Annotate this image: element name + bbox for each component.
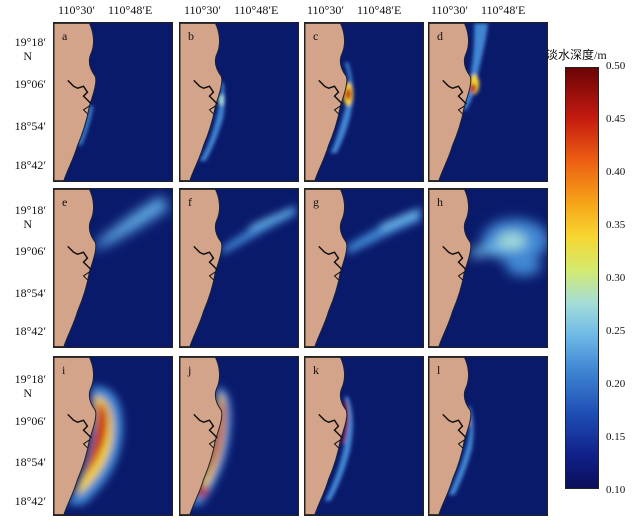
lon-label: 110°48′E	[234, 3, 279, 17]
map-panel-g: g	[304, 188, 424, 348]
colorbar-tick: 0.25	[606, 325, 626, 337]
map-panel-k: k	[304, 356, 424, 516]
map-b-svg	[180, 23, 298, 181]
lon-label: 110°48′E	[481, 3, 526, 17]
lat-label: 19°18′	[14, 35, 46, 49]
lat-label: N	[23, 217, 32, 231]
map-k-svg	[305, 357, 423, 515]
map-i-svg	[54, 357, 172, 515]
lon-label: 110°48′E	[357, 3, 402, 17]
map-panel-j: j	[179, 356, 299, 516]
map-c-svg	[305, 23, 423, 181]
map-panel-c: c	[304, 22, 424, 182]
map-panel-h: h	[428, 188, 548, 348]
map-panel-f: f	[179, 188, 299, 348]
map-a-svg	[54, 23, 172, 181]
map-panel-l: l	[428, 356, 548, 516]
lat-label: 18°42′	[14, 324, 46, 338]
lon-label: 110°48′E	[108, 3, 153, 17]
lat-label: 19°18′	[14, 372, 46, 386]
map-panel-a: a	[53, 22, 173, 182]
lat-label: 18°42′	[14, 158, 46, 172]
lat-label: 18°54′	[14, 119, 46, 133]
map-f-svg	[180, 189, 298, 347]
lat-label: N	[23, 386, 32, 400]
map-h-svg	[429, 189, 547, 347]
colorbar-tick: 0.20	[606, 378, 626, 390]
colorbar-tick: 0.50	[606, 60, 626, 72]
colorbar-title: 淡水深度/m	[546, 48, 607, 62]
colorbar-gradient	[565, 67, 599, 489]
map-j-svg	[180, 357, 298, 515]
lon-label: 110°30′	[58, 3, 95, 17]
map-panel-i: i	[53, 356, 173, 516]
map-panel-b: b	[179, 22, 299, 182]
lon-label: 110°30′	[184, 3, 221, 17]
lat-label: 19°06′	[14, 414, 46, 428]
colorbar-tick: 0.45	[606, 113, 626, 125]
lat-label: 19°06′	[14, 77, 46, 91]
map-panel-d: d	[428, 22, 548, 182]
lon-label: 110°30′	[307, 3, 344, 17]
map-panel-e: e	[53, 188, 173, 348]
map-e-svg	[54, 189, 172, 347]
lat-label: 18°42′	[14, 494, 46, 508]
lat-label: 19°06′	[14, 244, 46, 258]
lon-label: 110°30′	[431, 3, 468, 17]
lat-label: 18°54′	[14, 455, 46, 469]
lat-label: 19°18′	[14, 203, 46, 217]
colorbar-tick: 0.40	[606, 166, 626, 178]
lat-label: 18°54′	[14, 286, 46, 300]
lat-label: N	[23, 49, 32, 63]
colorbar-tick: 0.15	[606, 431, 626, 443]
colorbar-tick: 0.10	[606, 484, 626, 496]
colorbar-tick: 0.30	[606, 272, 626, 284]
map-l-svg	[429, 357, 547, 515]
map-g-svg	[305, 189, 423, 347]
map-d-svg	[429, 23, 547, 181]
colorbar-tick: 0.35	[606, 219, 626, 231]
